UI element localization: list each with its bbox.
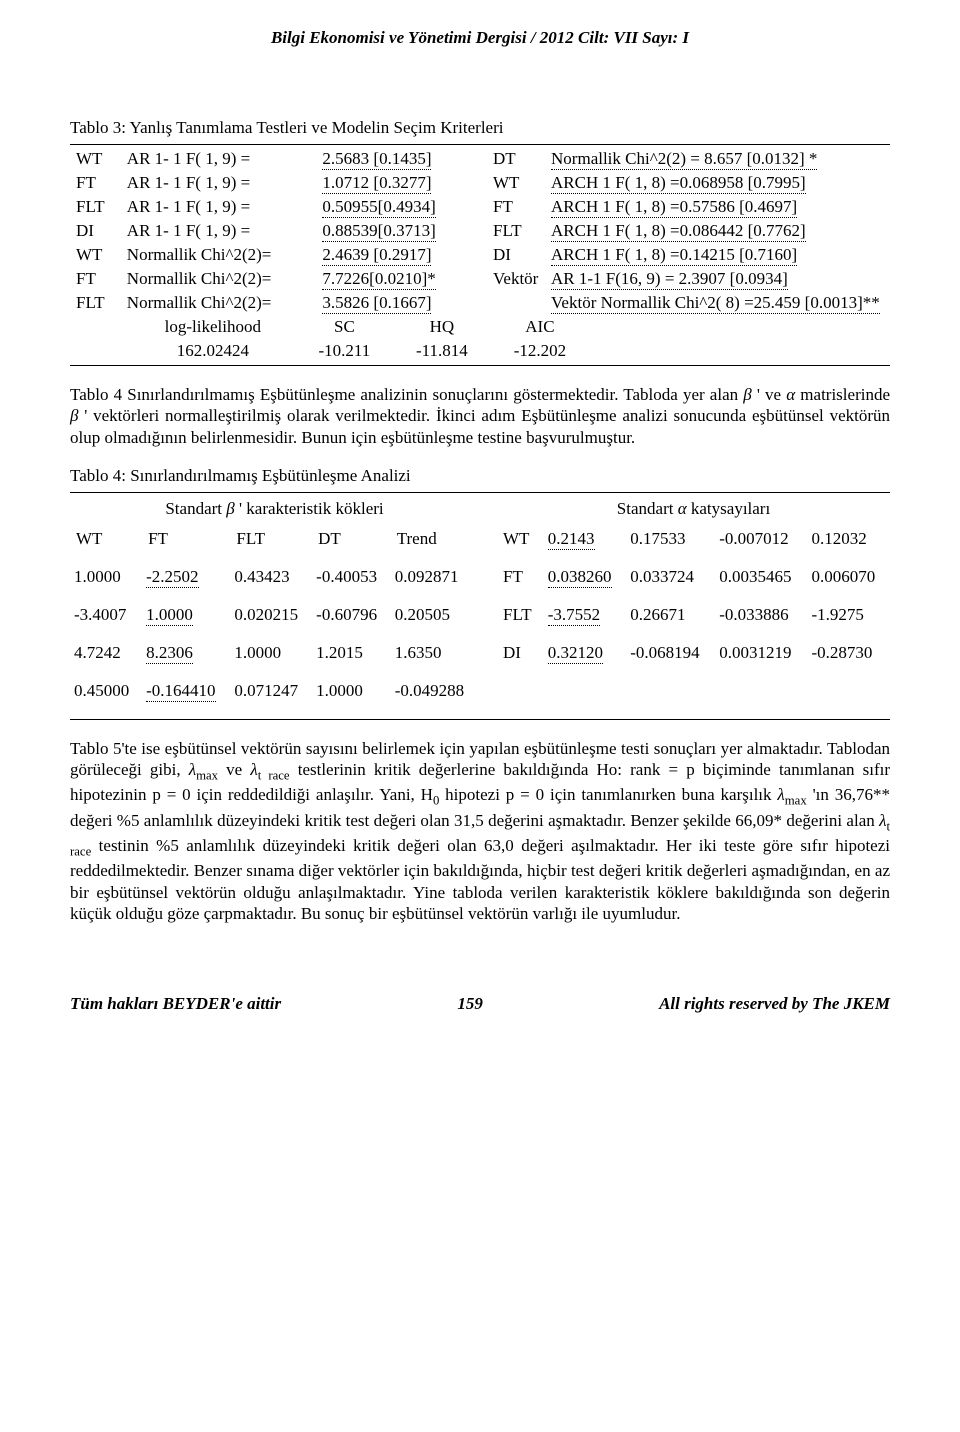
table-row: DTNormallik Chi^2(2) = 8.657 [0.0132] * [487,147,890,171]
paragraph-after-table3: Tablo 4 Sınırlandırılmamış Eşbütünleşme … [70,384,890,448]
table-row: FT0.0382600.0337240.00354650.006070 [497,565,890,589]
table4-left-header: Standart β ' karakteristik kökleri [70,495,479,527]
table-row: FLTNormallik Chi^2(2)=3.5826 [0.1667] [70,291,473,315]
table-row: WTNormallik Chi^2(2)=2.4639 [0.2917] [70,243,473,267]
table-row: DI0.32120-0.0681940.0031219-0.28730 [497,641,890,665]
table4-right-header: Standart α katysayıları [497,495,890,527]
table-row: FLTARCH 1 F( 1, 8) =0.086442 [0.7762] [487,219,890,243]
table-row: 4.72428.23061.00001.20151.6350 [70,641,479,665]
table-row: FTAR 1- 1 F( 1, 9) =1.0712 [0.3277] [70,171,473,195]
table-row: DIARCH 1 F( 1, 8) =0.14215 [0.7160] [487,243,890,267]
table-row: -3.40071.00000.020215-0.607960.20505 [70,603,479,627]
table-row: 0.45000-0.1644100.0712471.0000-0.049288 [70,679,479,703]
table-row: FLTAR 1- 1 F( 1, 9) =0.50955[0.4934] [70,195,473,219]
table3-body: WTAR 1- 1 F( 1, 9) =2.5683 [0.1435]FTAR … [70,147,890,315]
table-row: WTAR 1- 1 F( 1, 9) =2.5683 [0.1435] [70,147,473,171]
table-row: 1.0000-2.25020.43423-0.400530.092871 [70,565,479,589]
table-row: WT0.21430.17533-0.0070120.12032 [497,527,890,551]
table-row: 162.02424-10.211-11.814-12.202 [130,339,589,363]
table-row: FLT-3.75520.26671-0.033886-1.9275 [497,603,890,627]
table-row: WTARCH 1 F( 1, 8) =0.068958 [0.7995] [487,171,890,195]
table4-caption: Tablo 4: Sınırlandırılmamış Eşbütünleşme… [70,466,890,486]
table-row: Vektör Normallik Chi^2( 8) =25.459 [0.00… [487,291,890,315]
footer-right: All rights reserved by The JKEM [659,994,890,1014]
table-row: WTFTFLTDTTrend [70,527,479,551]
journal-header: Bilgi Ekonomisi ve Yönetimi Dergisi / 20… [70,28,890,48]
footer-left: Tüm hakları BEYDER'e aittir [70,994,281,1014]
table-row: FTNormallik Chi^2(2)=7.7226[0.0210]* [70,267,473,291]
table-row: log-likelihoodSCHQAIC [130,315,589,339]
table-row: VektörAR 1-1 F(16, 9) = 2.3907 [0.0934] [487,267,890,291]
page-footer: Tüm hakları BEYDER'e aittir 159 All righ… [70,994,890,1014]
table4-body: Standart β ' karakteristik kökleri WTFTF… [70,495,890,717]
table3-caption: Tablo 3: Yanlış Tanımlama Testleri ve Mo… [70,118,890,138]
footer-center: 159 [457,994,483,1014]
table-row: DIAR 1- 1 F( 1, 9) =0.88539[0.3713] [70,219,473,243]
table-row: FTARCH 1 F( 1, 8) =0.57586 [0.4697] [487,195,890,219]
paragraph-after-table4: Tablo 5'te ise eşbütünsel vektörün sayıs… [70,738,890,924]
